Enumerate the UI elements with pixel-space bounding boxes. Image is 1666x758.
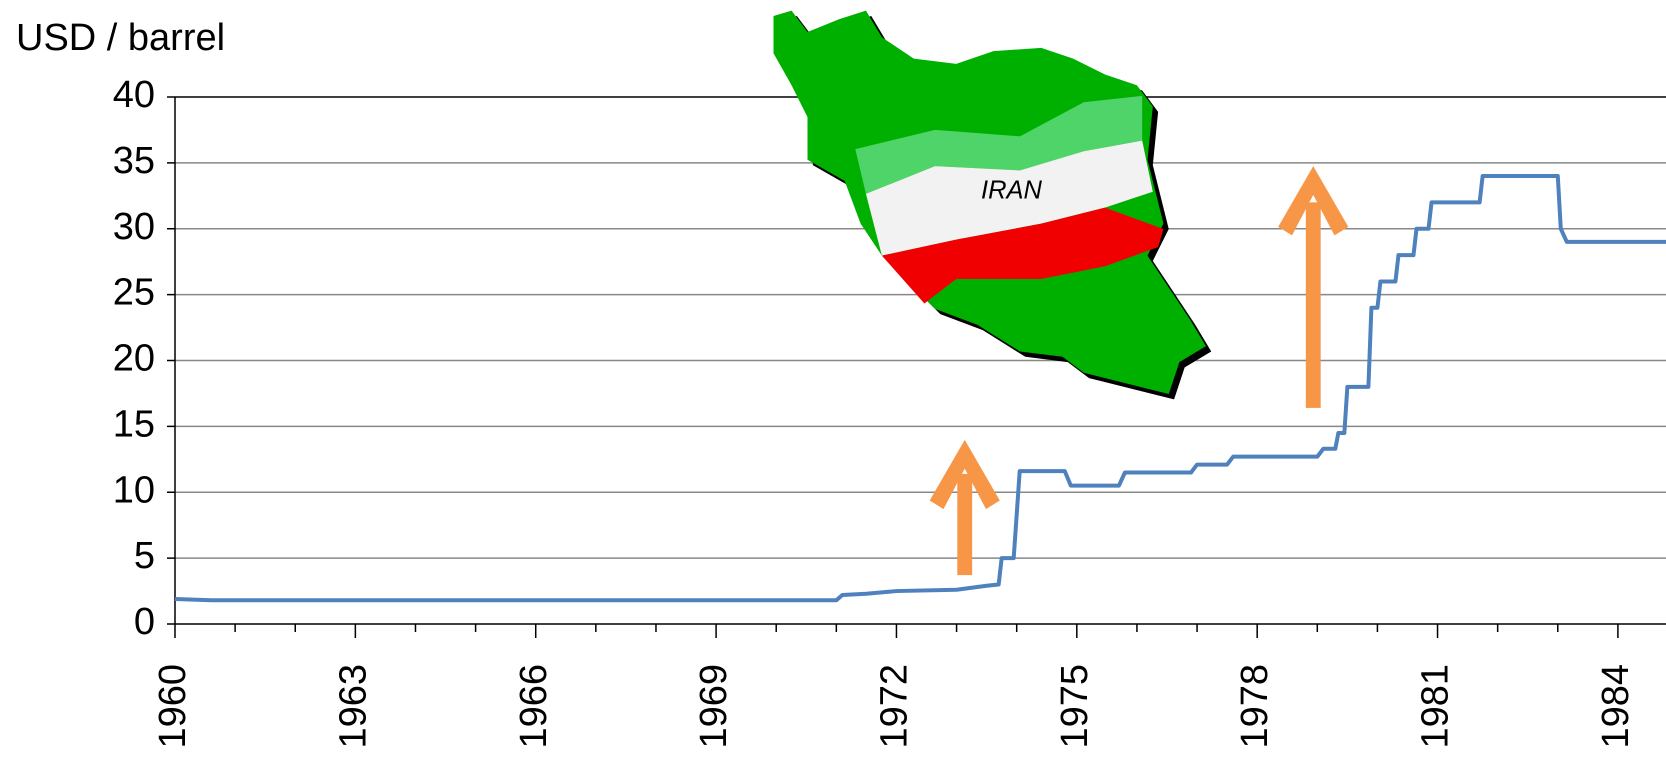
y-tick-label: 10 — [113, 469, 155, 511]
x-tick-label: 1972 — [873, 664, 915, 749]
x-tick-label: 1963 — [332, 664, 374, 749]
y-tick-label: 30 — [113, 206, 155, 248]
y-tick-label: 40 — [113, 74, 155, 116]
y-axis-label: USD / barrel — [16, 17, 225, 59]
y-tick-label: 25 — [113, 272, 155, 314]
x-tick-label: 1966 — [513, 664, 555, 749]
price-line — [174, 174, 1666, 603]
y-tick-label: 0 — [134, 601, 155, 643]
series — [174, 174, 1666, 603]
x-tick-label: 1975 — [1054, 664, 1096, 749]
x-tick-label: 1981 — [1415, 664, 1457, 749]
x-tick-label: 1978 — [1234, 664, 1276, 749]
iran-map: IRAN — [773, 10, 1349, 576]
x-tick-label: 1984 — [1595, 664, 1637, 749]
flag-red — [881, 207, 1164, 304]
y-tick-label: 15 — [113, 403, 155, 445]
x-tick-label: 1969 — [693, 664, 735, 749]
x-tick-label: 1960 — [152, 664, 194, 749]
map-label: IRAN — [981, 176, 1042, 204]
y-tick-label: 5 — [134, 535, 155, 577]
y-tick-label: 20 — [113, 338, 155, 380]
y-tick-label: 35 — [113, 140, 155, 182]
arrow — [929, 439, 1000, 576]
flag-white — [865, 140, 1153, 256]
arrow — [1278, 166, 1349, 408]
